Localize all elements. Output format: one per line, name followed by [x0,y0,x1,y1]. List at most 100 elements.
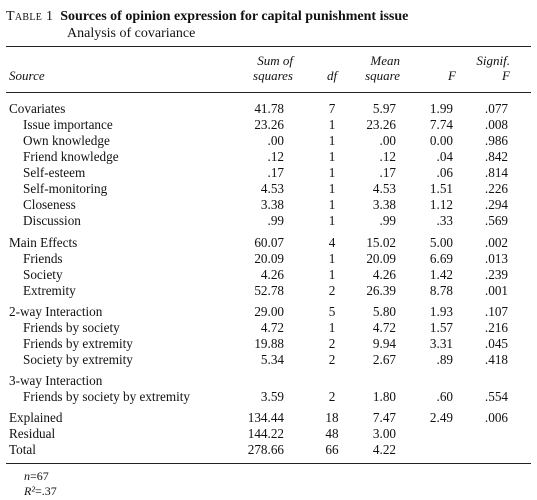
table-row: Residual 144.22 48 3.00 [0,426,537,442]
row-mean-square: .12 [379,149,396,164]
row-df: 2 [328,283,336,298]
table-row: Extremity 52.78 2 26.39 8.78 .001 [0,283,537,299]
row-significance: .554 [484,389,508,404]
header-significance: Signif. F [470,53,510,83]
top-rule [6,46,531,47]
row-sum-of-squares: 41.78 [254,101,284,116]
row-mean-square: 4.72 [372,320,396,335]
row-significance: .077 [484,101,508,116]
row-sum-of-squares: .17 [267,165,284,180]
row-f: 1.42 [429,267,453,282]
row-significance: .001 [484,283,508,298]
row-source: Society [23,267,63,282]
row-sum-of-squares: .12 [267,149,284,164]
row-df: 1 [328,251,336,266]
row-df: 4 [328,235,336,250]
table-row: Closeness 3.38 1 3.38 1.12 .294 [0,197,537,213]
row-f: 2.49 [429,410,453,425]
row-mean-square: 3.00 [372,426,396,441]
header-mean-square: Mean square [352,53,400,83]
table-row: 2-way Interaction 29.00 5 5.80 1.93 .107 [0,304,537,320]
row-significance: .008 [484,117,508,132]
row-f: 0.00 [429,133,453,148]
row-sum-of-squares: 4.72 [260,320,284,335]
row-source: Explained [9,410,63,425]
row-df: 48 [325,426,339,441]
row-mean-square: 20.09 [366,251,396,266]
header-sig-line2: F [502,68,510,83]
row-source: Own knowledge [23,133,110,148]
row-f: .04 [436,149,453,164]
row-mean-square: 9.94 [372,336,396,351]
row-significance: .002 [484,235,508,250]
row-significance: .107 [484,304,508,319]
row-sum-of-squares: 278.66 [247,442,284,457]
row-df: 1 [328,149,336,164]
header-ms-line1: Mean [370,53,400,68]
row-f: 7.74 [429,117,453,132]
row-significance: .239 [484,267,508,282]
row-sum-of-squares: 52.78 [254,283,284,298]
table-row: Explained 134.44 18 7.47 2.49 .006 [0,410,537,426]
row-f: 6.69 [429,251,453,266]
row-mean-square: 4.26 [372,267,396,282]
row-sum-of-squares: 134.44 [247,410,284,425]
footnote-r2-value: =.37 [34,484,57,498]
row-sum-of-squares: .99 [267,213,284,228]
row-source: Main Effects [9,235,78,250]
row-significance: .226 [484,181,508,196]
row-mean-square: 23.26 [366,117,396,132]
row-df: 1 [328,213,336,228]
row-significance: .814 [484,165,508,180]
row-mean-square: 3.38 [372,197,396,212]
row-significance: .045 [484,336,508,351]
row-mean-square: .17 [379,165,396,180]
table-row: 3-way Interaction [0,373,537,389]
row-mean-square: .00 [379,133,396,148]
table-title: Sources of opinion expression for capita… [60,9,409,24]
row-significance: .216 [484,320,508,335]
row-df: 18 [325,410,339,425]
table-row: Discussion .99 1 .99 .33 .569 [0,213,537,229]
row-source: Discussion [23,213,81,228]
row-mean-square: 2.67 [372,352,396,367]
row-f: 3.31 [429,336,453,351]
table-row: Main Effects 60.07 4 15.02 5.00 .002 [0,235,537,251]
row-sum-of-squares: 5.34 [260,352,284,367]
row-source: Covariates [9,101,66,116]
row-sum-of-squares: .00 [267,133,284,148]
table-row: Issue importance 23.26 1 23.26 7.74 .008 [0,117,537,133]
row-mean-square: 7.47 [372,410,396,425]
row-source: Friends by extremity [23,336,133,351]
table-row: Own knowledge .00 1 .00 0.00 .986 [0,133,537,149]
row-sum-of-squares: 29.00 [254,304,284,319]
header-ss-line2: squares [253,68,293,83]
header-sum-of-squares: Sum of squares [243,53,293,83]
bottom-rule [6,463,531,464]
footnote-n-label: n [24,469,30,483]
row-significance: .569 [484,213,508,228]
table-row: Friends by society 4.72 1 4.72 1.57 .216 [0,320,537,336]
row-source: Issue importance [23,117,113,132]
table-row: Self-esteem .17 1 .17 .06 .814 [0,165,537,181]
table-subtitle: Analysis of covariance [67,26,196,41]
row-f: .89 [436,352,453,367]
row-source: Closeness [23,197,76,212]
table-row: Covariates 41.78 7 5.97 1.99 .077 [0,101,537,117]
row-sum-of-squares: 4.53 [260,181,284,196]
row-source: Friends [23,251,63,266]
row-sum-of-squares: 3.59 [260,389,284,404]
header-f: F [448,68,456,83]
row-mean-square: 4.53 [372,181,396,196]
row-df: 1 [328,133,336,148]
row-f: 8.78 [429,283,453,298]
table-row: Friends by society by extremity 3.59 2 1… [0,389,537,405]
footnote-n: n=67 [24,469,49,484]
row-source: Society by extremity [23,352,133,367]
row-sum-of-squares: 23.26 [254,117,284,132]
row-df: 1 [328,197,336,212]
row-mean-square: .99 [379,213,396,228]
row-df: 1 [328,181,336,196]
row-source: 2-way Interaction [9,304,103,319]
row-df: 2 [328,352,336,367]
